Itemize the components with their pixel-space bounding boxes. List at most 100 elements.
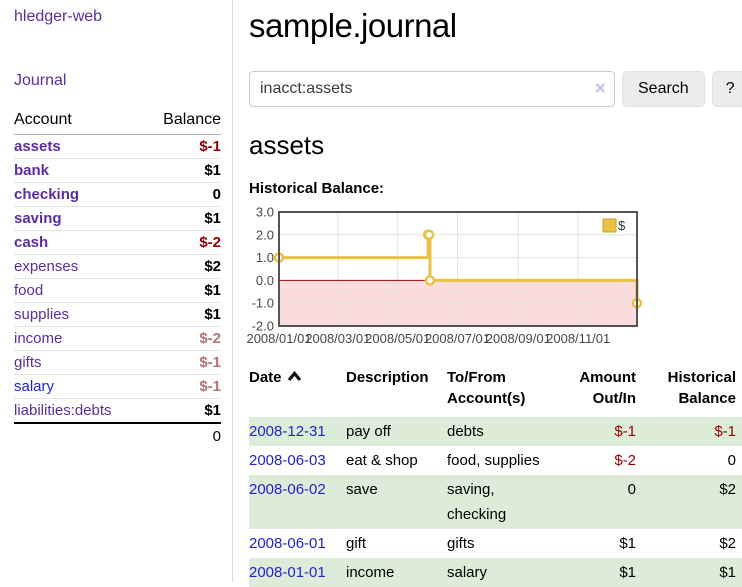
search-box: × xyxy=(249,71,615,108)
chart-title: Historical Balance: xyxy=(249,180,385,198)
register-header-description: Description xyxy=(346,365,447,417)
x-tick-label: 2008/05/01 xyxy=(365,331,430,346)
x-tick-label: 2008/07/01 xyxy=(425,331,490,346)
nav-journal-link[interactable]: Journal xyxy=(14,72,67,89)
transaction-date-link[interactable]: 2008-06-01 xyxy=(249,535,326,553)
account-balance: $-1 xyxy=(143,374,221,399)
spacer xyxy=(14,422,144,449)
account-row: food $1 xyxy=(14,278,221,303)
header-label: To/From xyxy=(447,369,506,387)
header-label: Date xyxy=(249,369,282,387)
account-balance: $-1 xyxy=(143,134,221,159)
transaction-amount: 0 xyxy=(627,481,636,499)
transaction-date-cell: 2008-01-01 xyxy=(249,558,346,587)
account-link[interactable]: saving xyxy=(14,210,62,227)
register-row: 2008-06-03 eat & shop food, supplies $-2 0 xyxy=(249,446,742,475)
account-row: saving $1 xyxy=(14,206,221,231)
search-input[interactable] xyxy=(249,71,615,108)
account-link[interactable]: bank xyxy=(14,162,50,179)
clear-search-icon[interactable]: × xyxy=(594,78,606,100)
accounts-total-balance: 0 xyxy=(143,422,221,449)
transaction-balance: $2 xyxy=(719,535,736,553)
transaction-date-link[interactable]: 2008-06-03 xyxy=(249,452,326,470)
account-link[interactable]: income xyxy=(14,330,63,347)
tofrom-account: salary xyxy=(447,564,488,582)
transaction-date-link[interactable]: 2008-01-01 xyxy=(249,564,326,582)
y-tick-label: -2.0 xyxy=(252,319,274,334)
transaction-date-cell: 2008-06-01 xyxy=(249,529,346,558)
account-row: gifts $-1 xyxy=(14,350,221,375)
register-row: 2008-06-01 gift gifts $1 $2 xyxy=(249,529,742,558)
transaction-accounts: saving, checking xyxy=(447,475,565,529)
sidebar: hledger-web Journal Account Balance asse… xyxy=(0,0,233,582)
account-name-cell: supplies xyxy=(14,302,144,327)
register-header-date[interactable]: Date xyxy=(249,365,346,417)
transaction-date-cell: 2008-06-02 xyxy=(249,475,346,529)
transaction-balance: $2 xyxy=(719,481,736,499)
account-balance: $1 xyxy=(204,402,221,419)
account-name-cell: expenses xyxy=(14,254,144,279)
transaction-date-link[interactable]: 2008-12-31 xyxy=(249,423,326,441)
main-content: sample.journal × Search ? assets Histori… xyxy=(246,0,742,587)
account-name-cell: assets xyxy=(14,134,144,159)
app-brand-link[interactable]: hledger-web xyxy=(14,8,103,25)
transaction-date-link[interactable]: 2008-06-02 xyxy=(249,481,326,499)
account-link[interactable]: checking xyxy=(14,186,80,203)
transaction-date-cell: 2008-12-31 xyxy=(249,417,346,446)
sort-ascending-icon xyxy=(287,371,301,382)
account-row: checking 0 xyxy=(14,182,221,207)
tofrom-account: debts xyxy=(447,423,484,441)
transaction-accounts: food, supplies xyxy=(447,446,565,475)
x-tick-label: 2008/03/01 xyxy=(305,331,370,346)
transaction-amount: $-1 xyxy=(614,423,636,441)
legend-label: $ xyxy=(618,218,626,233)
x-tick-label: 2008/11/01 xyxy=(546,331,610,346)
register-table: Date Description To/From Account(s) Amount Ou… xyxy=(249,365,742,587)
account-balance: $-2 xyxy=(143,230,221,255)
transaction-description: eat & shop xyxy=(346,452,418,470)
account-name-cell: saving xyxy=(14,206,144,231)
account-link[interactable]: supplies xyxy=(14,306,70,323)
account-link[interactable]: cash xyxy=(14,234,49,251)
account-name-cell: food xyxy=(14,278,144,303)
transaction-amount: $1 xyxy=(619,564,636,582)
header-label: Historical xyxy=(667,369,736,387)
chart-legend: $ xyxy=(602,218,626,233)
y-tick-label: 3.0 xyxy=(256,205,274,220)
account-link[interactable]: salary xyxy=(14,378,55,395)
header-label: Description xyxy=(346,369,429,387)
y-tick-label: 1.0 xyxy=(256,250,274,265)
account-link[interactable]: liabilities:debts xyxy=(14,402,112,419)
search-button[interactable]: Search xyxy=(622,71,705,108)
data-point-marker xyxy=(424,275,436,286)
account-link[interactable]: food xyxy=(14,282,44,299)
header-label: Out/In xyxy=(592,390,636,408)
transaction-description: gift xyxy=(346,535,367,553)
account-balance: $-2 xyxy=(143,326,221,351)
account-name-cell: gifts xyxy=(14,350,144,375)
help-button[interactable]: ? xyxy=(711,71,742,108)
transaction-amount: $-2 xyxy=(614,452,636,470)
account-row: liabilities:debts $1 xyxy=(14,399,221,424)
account-link[interactable]: gifts xyxy=(14,354,42,371)
account-link[interactable]: assets xyxy=(14,138,61,155)
transaction-description: income xyxy=(346,564,395,582)
register-row: 2008-01-01 income salary $1 $1 xyxy=(249,558,742,587)
plot-frame xyxy=(278,211,638,328)
account-row: expenses $2 xyxy=(14,254,221,279)
account-heading: assets xyxy=(249,130,325,161)
account-row: supplies $1 xyxy=(14,302,221,327)
historical-balance-chart[interactable]: $3.0 2.0 1.0 0.0 -1.0 -2.0 2008/01/01 2008/03/0… xyxy=(246,205,742,349)
tofrom-account: checking xyxy=(447,506,507,524)
account-row: bank $1 xyxy=(14,158,221,183)
account-link[interactable]: expenses xyxy=(14,258,79,275)
accounts-header-balance: Balance xyxy=(143,109,221,135)
account-balance: 0 xyxy=(143,182,221,207)
accounts-table: Account Balance assets $-1 bank $1 checking 0… xyxy=(14,109,221,449)
transaction-balance: $-1 xyxy=(714,423,736,441)
legend-swatch xyxy=(602,218,617,233)
transaction-balance: 0 xyxy=(727,452,736,470)
account-balance: $2 xyxy=(143,254,221,279)
y-tick-label: -1.0 xyxy=(252,296,274,311)
register-header-historical: Historical Balance xyxy=(642,365,742,417)
